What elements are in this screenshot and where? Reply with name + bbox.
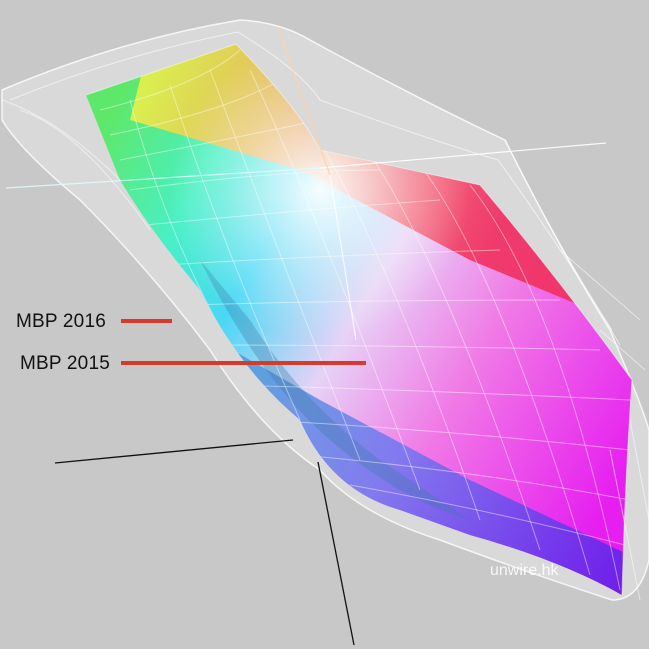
inner-gamut-outline — [85, 43, 633, 596]
label-mbp-2015: MBP 2015 — [20, 353, 110, 374]
watermark: unwire.hk — [490, 562, 559, 579]
outer-shell-mesh — [1, 99, 649, 601]
black-axis-lines — [54, 439, 355, 646]
outer-shell-inner-edge — [9, 31, 621, 346]
white-axis-lines — [5, 27, 607, 341]
label-mbp-2016: MBP 2016 — [16, 311, 106, 332]
